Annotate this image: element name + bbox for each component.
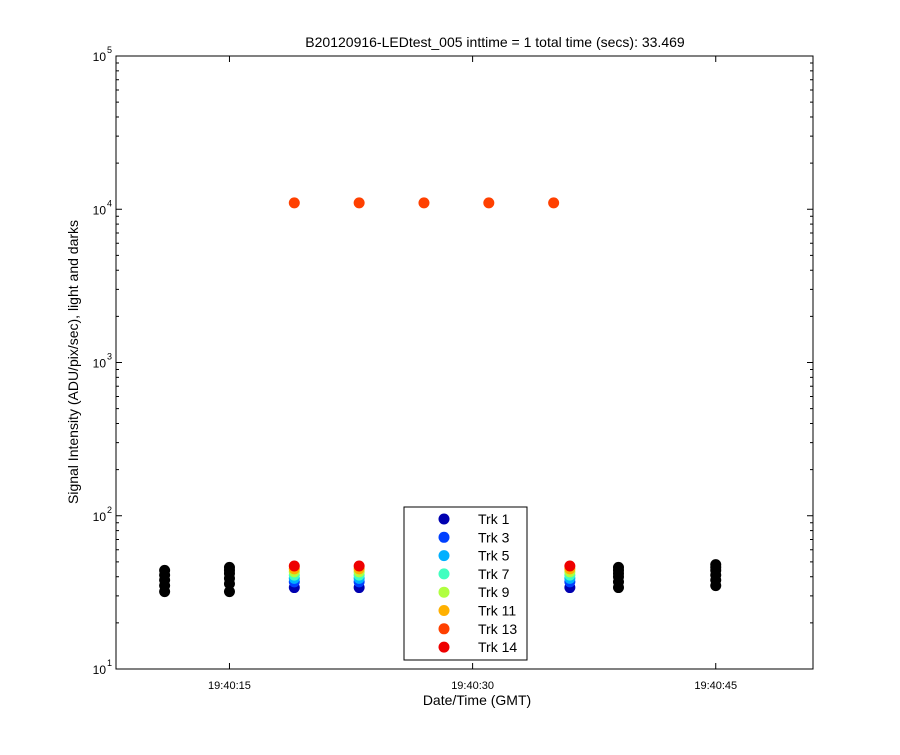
x-tick-label: 19:40:30 bbox=[451, 680, 494, 692]
y-tick-label: 10 bbox=[93, 357, 107, 371]
point-trk-14 bbox=[353, 560, 365, 572]
legend-marker bbox=[438, 513, 450, 525]
legend-label: Trk 13 bbox=[478, 621, 517, 637]
x-tick-label: 19:40:45 bbox=[694, 680, 737, 692]
y-tick-exponent: 2 bbox=[107, 505, 112, 515]
point-trk-13 bbox=[418, 197, 430, 209]
legend-marker bbox=[438, 605, 450, 616]
dark-point bbox=[159, 564, 171, 576]
legend: Trk 1 Trk 3 Trk 5 Trk 7 Trk 9 Trk 11 Trk 13 Trk… bbox=[403, 506, 528, 661]
legend-marker bbox=[438, 568, 450, 580]
point-trk-14 bbox=[288, 560, 300, 572]
x-tick-label: 19:40:15 bbox=[208, 680, 251, 692]
x-axis-label: Date/Time (GMT) bbox=[423, 692, 531, 708]
y-tick-label: 10 bbox=[93, 50, 107, 64]
legend-label: Trk 14 bbox=[478, 639, 517, 655]
legend-marker bbox=[438, 586, 450, 598]
legend-label: Trk 11 bbox=[478, 603, 516, 619]
legend-box bbox=[403, 506, 528, 661]
dark-point bbox=[223, 586, 235, 598]
point-trk-14 bbox=[564, 560, 576, 572]
y-tick-exponent: 4 bbox=[107, 198, 112, 208]
y-tick-label: 10 bbox=[93, 663, 107, 677]
legend-label: Trk 5 bbox=[478, 548, 510, 564]
y-tick-exponent: 3 bbox=[107, 352, 112, 362]
legend-marker bbox=[438, 623, 450, 635]
legend-label: Trk 3 bbox=[478, 529, 510, 545]
y-axis-label: Signal Intensity (ADU/pix/sec), light an… bbox=[65, 220, 81, 504]
point-trk-13 bbox=[483, 197, 495, 209]
legend-marker bbox=[438, 550, 450, 562]
legend-label: Trk 1 bbox=[478, 511, 510, 527]
chart-title: B20120916-LEDtest_005 inttime = 1 total … bbox=[305, 34, 685, 50]
y-tick-label: 10 bbox=[93, 510, 107, 524]
legend-marker bbox=[438, 531, 450, 543]
legend-label: Trk 7 bbox=[478, 566, 510, 582]
dark-point bbox=[223, 561, 235, 573]
data-points bbox=[159, 197, 722, 598]
legend-label: Trk 9 bbox=[478, 584, 510, 600]
y-tick-exponent: 5 bbox=[107, 45, 112, 55]
y-tick-exponent: 1 bbox=[107, 658, 112, 668]
point-trk-13 bbox=[353, 197, 365, 209]
x-axis: 19:40:15 19:40:30 19:40:45 bbox=[208, 56, 737, 692]
y-tick-label: 10 bbox=[93, 203, 107, 217]
legend-marker bbox=[438, 641, 450, 653]
dark-point bbox=[710, 559, 722, 571]
point-trk-13 bbox=[548, 197, 560, 209]
dark-point bbox=[612, 561, 624, 573]
point-trk-13 bbox=[288, 197, 300, 209]
